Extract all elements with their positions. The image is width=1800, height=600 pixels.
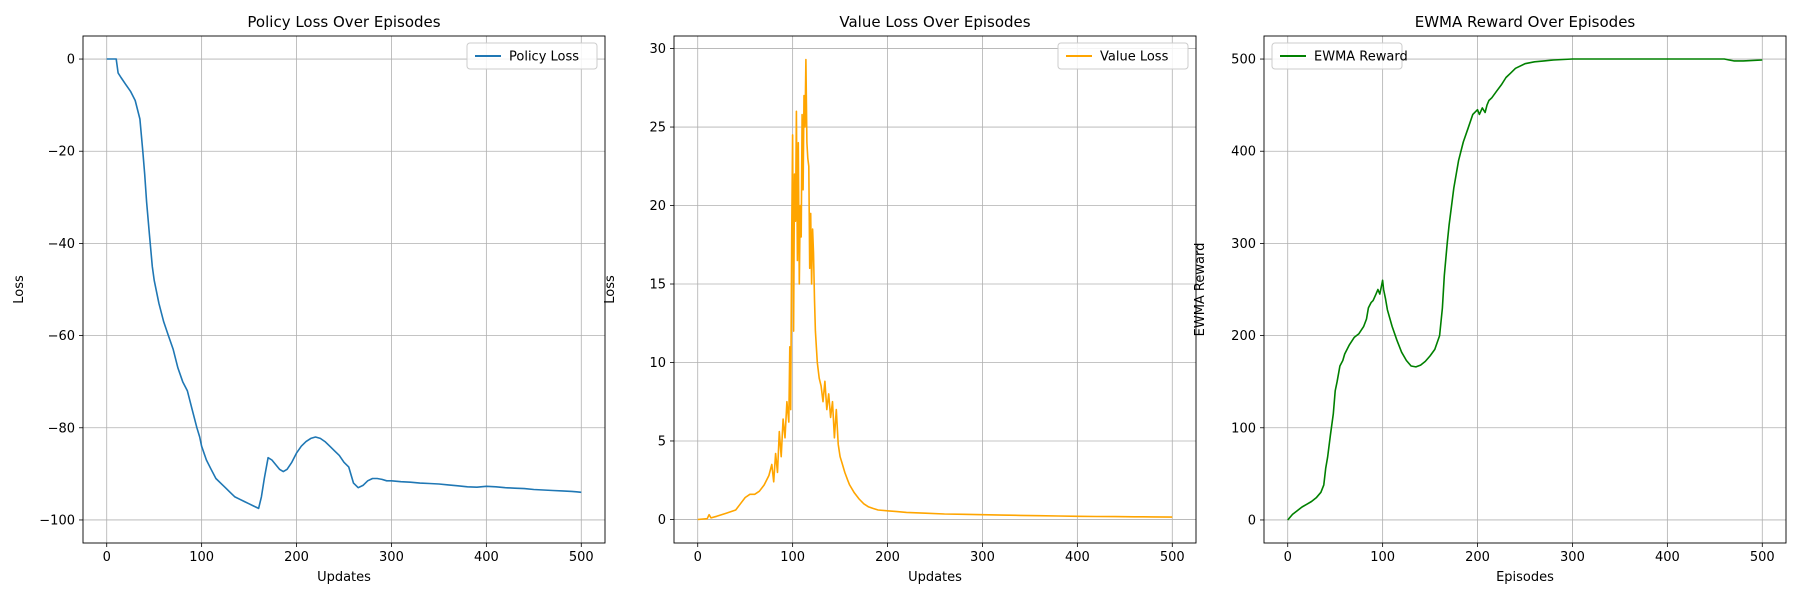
x-tick-label: 400 <box>474 550 499 565</box>
y-tick-label: 25 <box>649 121 666 136</box>
y-tick-label: 30 <box>649 42 666 57</box>
y-tick-label: 5 <box>658 434 666 449</box>
legend: Value Loss <box>1057 42 1189 70</box>
legend-label: Policy Loss <box>509 50 579 65</box>
x-tick-label: 500 <box>569 550 594 565</box>
x-tick-label: 300 <box>379 550 404 565</box>
y-axis-label: Loss <box>12 275 27 304</box>
x-tick-label: 500 <box>1160 550 1185 565</box>
x-tick-label: 400 <box>1065 550 1090 565</box>
legend-box <box>1057 42 1189 70</box>
y-tick-label: −80 <box>48 421 75 436</box>
legend-box <box>1271 42 1403 70</box>
y-tick-label: −40 <box>48 237 75 252</box>
y-axis-label: EWMA Reward <box>1193 243 1208 337</box>
x-tick-label: 0 <box>694 550 702 565</box>
plot-frame <box>673 35 1197 544</box>
y-tick-label: −60 <box>48 329 75 344</box>
x-tick-label: 300 <box>1560 550 1585 565</box>
y-tick-label: 400 <box>1231 145 1256 160</box>
y-axis-label: Loss <box>603 275 618 304</box>
chart-title: Policy Loss Over Episodes <box>247 13 440 31</box>
x-axis-label: Updates <box>317 570 371 585</box>
y-tick-label: 15 <box>649 278 666 293</box>
y-tick-label: 0 <box>1248 513 1256 528</box>
chart-title: EWMA Reward Over Episodes <box>1415 13 1636 31</box>
x-tick-label: 0 <box>103 550 111 565</box>
chart-title: Value Loss Over Episodes <box>839 13 1030 31</box>
x-tick-label: 500 <box>1750 550 1775 565</box>
legend: EWMA Reward <box>1271 42 1408 70</box>
y-tick-label: 100 <box>1231 421 1256 436</box>
legend-box <box>466 42 598 70</box>
x-axis-label: Updates <box>908 570 962 585</box>
y-tick-label: 0 <box>658 513 666 528</box>
y-tick-label: 500 <box>1231 53 1256 68</box>
x-tick-label: 400 <box>1655 550 1680 565</box>
chart-panel-1: 0 100 200 300 400 500 −100 −80 −60 −40 −20 0 Policy … <box>12 13 606 585</box>
y-tick-label: −100 <box>39 513 75 528</box>
x-tick-label: 200 <box>875 550 900 565</box>
x-tick-label: 300 <box>970 550 995 565</box>
chart-panel-2: 0 100 200 300 400 500 0 5 10 15 20 25 30 Value Loss O… <box>603 13 1197 585</box>
y-tick-label: 200 <box>1231 329 1256 344</box>
legend-label: Value Loss <box>1100 50 1169 65</box>
y-tick-label: 0 <box>67 53 75 68</box>
y-tick-label: −20 <box>48 145 75 160</box>
series-line <box>1287 58 1763 521</box>
x-tick-label: 100 <box>780 550 805 565</box>
legend-label: EWMA Reward <box>1314 50 1408 65</box>
series-line <box>106 58 582 510</box>
chart-panel-3: 0 100 200 300 400 500 0 100 200 300 400 500 EWMA Rew… <box>1193 13 1787 585</box>
x-tick-label: 200 <box>1465 550 1490 565</box>
plot-frame <box>82 35 606 544</box>
y-tick-label: 20 <box>649 199 666 214</box>
x-tick-label: 100 <box>1370 550 1395 565</box>
y-tick-label: 300 <box>1231 237 1256 252</box>
x-axis-label: Episodes <box>1496 570 1554 585</box>
x-tick-label: 0 <box>1284 550 1292 565</box>
y-tick-label: 10 <box>649 356 666 371</box>
legend: Policy Loss <box>466 42 598 70</box>
plot-frame <box>1263 35 1787 544</box>
series-line <box>697 58 1173 521</box>
x-tick-label: 100 <box>189 550 214 565</box>
x-tick-label: 200 <box>284 550 309 565</box>
